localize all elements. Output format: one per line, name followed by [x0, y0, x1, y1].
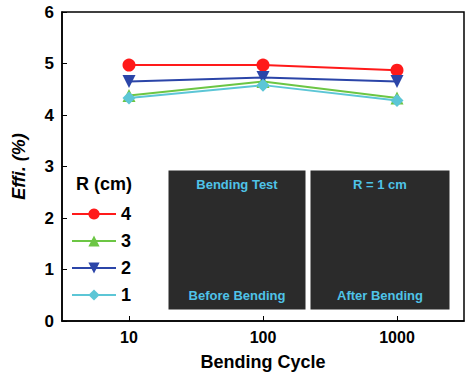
- svg-text:2: 2: [121, 258, 131, 278]
- svg-text:4: 4: [121, 204, 131, 224]
- svg-text:After Bending: After Bending: [337, 288, 423, 303]
- svg-text:3: 3: [45, 157, 54, 176]
- svg-text:1: 1: [45, 260, 54, 279]
- svg-text:6: 6: [45, 3, 54, 22]
- svg-text:4: 4: [45, 106, 55, 125]
- svg-text:100: 100: [250, 329, 277, 346]
- svg-text:Bending Test: Bending Test: [196, 177, 278, 192]
- svg-text:2: 2: [45, 209, 54, 228]
- svg-text:Effi. (%): Effi. (%): [9, 133, 29, 200]
- svg-text:0: 0: [45, 312, 54, 331]
- svg-text:R = 1 cm: R = 1 cm: [353, 177, 407, 192]
- svg-text:Before Bending: Before Bending: [189, 288, 286, 303]
- svg-text:R (cm): R (cm): [76, 174, 132, 194]
- svg-text:3: 3: [121, 231, 131, 251]
- svg-text:1000: 1000: [379, 329, 415, 346]
- svg-text:Bending Cycle: Bending Cycle: [200, 352, 325, 372]
- svg-text:1: 1: [121, 285, 131, 305]
- svg-text:5: 5: [45, 54, 54, 73]
- svg-text:10: 10: [120, 329, 138, 346]
